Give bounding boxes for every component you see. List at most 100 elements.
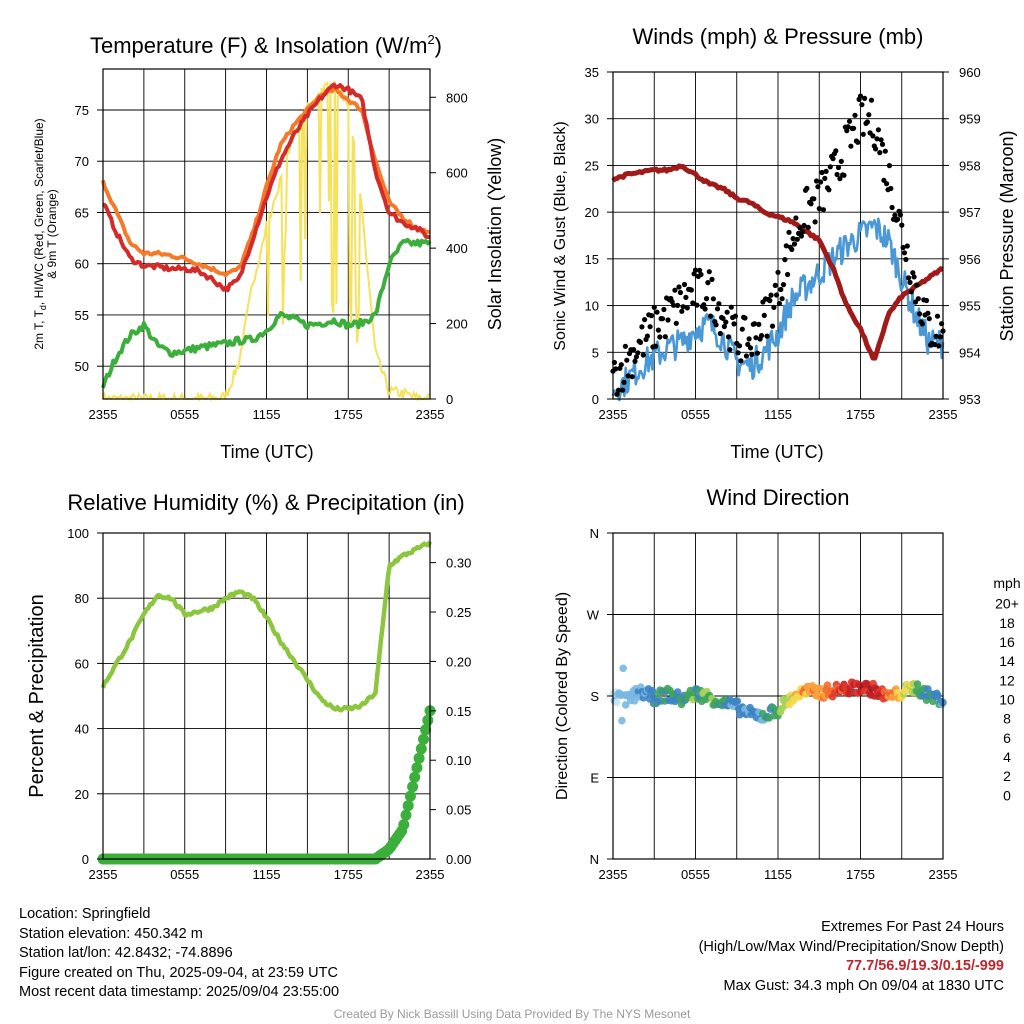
- gust-point: [758, 333, 765, 339]
- gust-point: [835, 164, 842, 171]
- gust-point: [926, 316, 932, 322]
- wind-direction-title: Wind Direction: [706, 485, 849, 510]
- gust-point: [855, 139, 861, 145]
- colorbar-label: 2: [1003, 768, 1011, 784]
- gust-point: [798, 233, 805, 239]
- gust-point: [903, 256, 909, 263]
- temperature-y-axis-label: 2m T, Td, HI/WC (Red, Green, Scarlet/Blu…: [32, 118, 59, 349]
- gust-point: [743, 353, 750, 359]
- winds-panel: Winds (mph) & Pressure (mb) 2355 0555 1155…: [552, 24, 1017, 462]
- gust-point: [767, 298, 773, 304]
- gust-point: [651, 304, 657, 310]
- gust-point: [822, 175, 828, 181]
- extremes-title: Extremes For Past 24 Hours: [821, 919, 1004, 935]
- gust-point: [732, 313, 739, 319]
- gust-point: [826, 187, 832, 193]
- gust-point: [892, 212, 898, 218]
- gust-point: [873, 146, 879, 152]
- gust-point: [698, 271, 704, 278]
- gust-point: [833, 148, 839, 154]
- gust-point: [882, 148, 888, 154]
- gust-point: [710, 296, 717, 302]
- gust-point: [653, 343, 659, 349]
- precip-point: [415, 743, 427, 755]
- gust-point: [703, 296, 710, 302]
- gust-point: [932, 342, 938, 348]
- gust-point: [670, 302, 677, 308]
- winds-plot-frame: [612, 71, 944, 400]
- gust-point: [782, 257, 788, 263]
- gust-point: [739, 326, 745, 332]
- colorbar-label: 4: [1003, 749, 1011, 765]
- gust-point: [904, 243, 910, 249]
- x-tick-label: 2355: [89, 407, 118, 422]
- y-right-tick-label: 800: [446, 90, 468, 105]
- colorbar-label: 6: [1003, 730, 1011, 746]
- gust-point: [622, 343, 629, 349]
- gust-point: [637, 339, 644, 345]
- y-tick-label: S: [590, 689, 599, 704]
- colorbar-unit: mph: [993, 575, 1020, 591]
- extremes-legend: (High/Low/Max Wind/Precipitation/Snow De…: [698, 938, 1004, 955]
- gust-point: [680, 304, 686, 310]
- gust-point: [625, 373, 631, 379]
- gust-point: [888, 185, 894, 192]
- gust-point: [875, 127, 882, 133]
- gust-point: [808, 201, 814, 207]
- gust-point: [738, 358, 744, 364]
- y-tick-label: 50: [75, 359, 89, 374]
- gust-point: [620, 387, 626, 393]
- y-tick-label: 20: [585, 205, 599, 220]
- y-tick-label: E: [590, 771, 599, 786]
- wind-direction-point: [619, 664, 627, 673]
- station-elevation: Station elevation: 450.342 m: [19, 925, 203, 942]
- gust-point: [834, 171, 840, 178]
- extremes-values: 77.7/56.9/19.3/0.15/-999: [845, 958, 1004, 974]
- precip-point: [418, 733, 429, 745]
- gust-point: [797, 225, 803, 231]
- gust-point: [727, 347, 733, 353]
- gust-point: [672, 287, 678, 293]
- temperature-line: [102, 82, 431, 293]
- gust-point: [735, 350, 741, 356]
- gust-point: [717, 330, 723, 337]
- gust-point: [859, 102, 865, 108]
- gust-point: [901, 250, 908, 256]
- insolation-y-axis-label: Solar Insolation (Yellow): [485, 138, 505, 330]
- gust-point: [823, 168, 829, 174]
- temperature-panel: Temperature (F) & Insolation (W/m2) 2355…: [32, 32, 505, 462]
- gust-point: [878, 137, 884, 143]
- gust-point: [709, 276, 715, 282]
- x-tick-label: 2355: [929, 867, 958, 882]
- gust-point: [648, 313, 655, 319]
- gust-point: [642, 317, 648, 323]
- x-tick-label: 0555: [681, 867, 710, 882]
- gust-point: [820, 207, 827, 213]
- gust-point: [874, 136, 880, 142]
- gust-point: [647, 324, 653, 330]
- gust-point: [657, 334, 663, 340]
- gust-point: [933, 333, 939, 339]
- figure-created: Figure created on Thu, 2025-09-04, at 23…: [19, 964, 338, 981]
- gust-point: [819, 169, 825, 176]
- gust-point: [925, 310, 931, 316]
- x-tick-label: 1155: [253, 407, 281, 422]
- gust-point: [665, 317, 671, 323]
- gust-point: [899, 222, 905, 228]
- x-tick-label: 1755: [334, 867, 363, 882]
- y-tick-label: 75: [75, 103, 89, 118]
- y-tick-label: 35: [585, 65, 599, 80]
- gust-point: [747, 345, 754, 351]
- credit-line: Created By Nick Bassill Using Data Provi…: [333, 1007, 691, 1021]
- gust-point: [614, 391, 620, 397]
- gust-point: [848, 143, 854, 149]
- gust-point: [816, 206, 822, 212]
- gust-point: [860, 131, 866, 137]
- y-right-tick-label: 959: [959, 112, 981, 127]
- gust-point: [776, 300, 783, 307]
- gust-point: [771, 304, 777, 310]
- gust-point: [790, 236, 796, 242]
- gust-point: [844, 128, 850, 134]
- gust-point: [830, 156, 836, 162]
- y-tick-label: 60: [75, 257, 89, 272]
